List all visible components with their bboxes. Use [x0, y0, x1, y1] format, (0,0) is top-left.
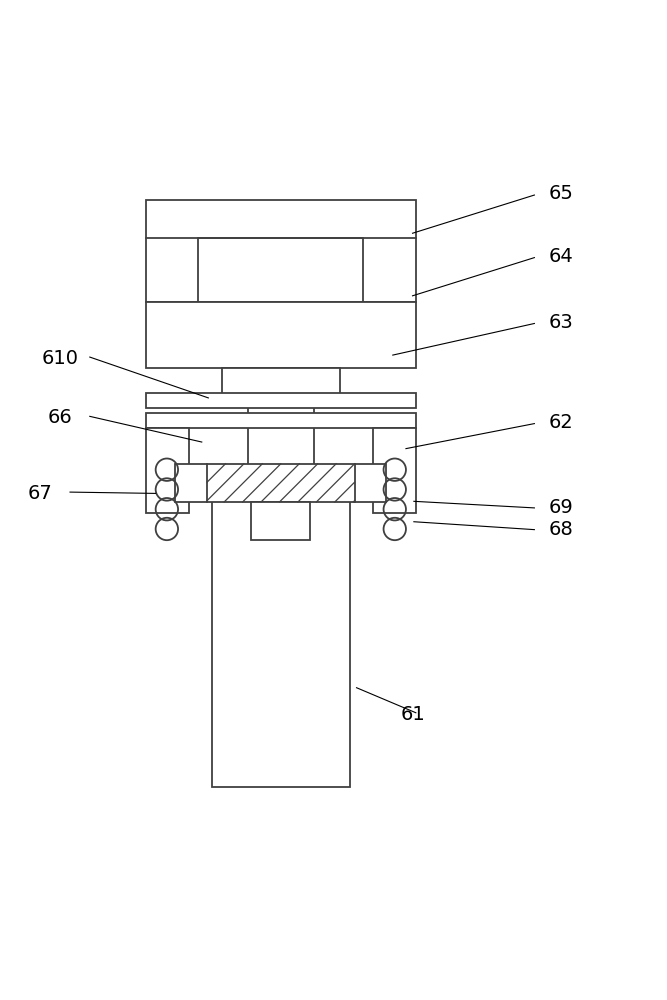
Text: 68: 68 — [548, 520, 573, 539]
Bar — [146, 428, 189, 513]
Text: 61: 61 — [400, 705, 425, 724]
Text: 65: 65 — [548, 184, 573, 203]
Bar — [248, 395, 313, 480]
Bar — [251, 502, 310, 540]
Bar — [221, 368, 340, 395]
Text: 69: 69 — [548, 498, 573, 517]
Bar — [146, 413, 416, 428]
Text: 610: 610 — [41, 349, 79, 368]
Text: 64: 64 — [548, 247, 573, 266]
Text: 67: 67 — [28, 484, 53, 503]
Bar — [146, 393, 416, 408]
Text: 62: 62 — [548, 413, 573, 432]
Bar — [146, 302, 416, 368]
Bar — [146, 200, 416, 302]
Text: 63: 63 — [548, 313, 573, 332]
Bar — [211, 497, 350, 787]
Bar — [175, 464, 386, 502]
Bar — [373, 428, 416, 513]
Text: 66: 66 — [48, 408, 73, 427]
Bar — [199, 238, 363, 302]
